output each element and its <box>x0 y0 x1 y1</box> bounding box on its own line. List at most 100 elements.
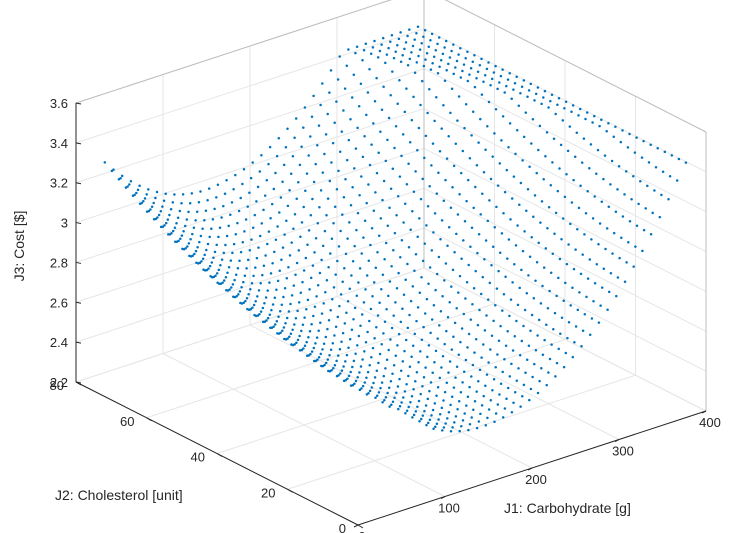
data-point <box>152 201 155 205</box>
data-point <box>579 272 583 276</box>
data-point <box>408 28 411 31</box>
data-point <box>380 43 383 46</box>
data-point <box>474 185 477 189</box>
data-point <box>269 217 272 220</box>
data-point <box>260 153 263 157</box>
data-point <box>324 133 328 136</box>
data-point <box>320 312 324 315</box>
data-point <box>539 302 543 305</box>
data-point <box>436 337 439 340</box>
data-point <box>382 374 386 378</box>
data-point <box>570 201 574 204</box>
data-point <box>550 93 554 96</box>
data-point <box>485 67 489 71</box>
data-point <box>249 288 252 291</box>
data-point <box>479 213 482 216</box>
data-point <box>163 224 166 227</box>
data-point <box>515 128 519 132</box>
data-point <box>316 221 320 225</box>
data-point <box>413 38 416 41</box>
data-point <box>546 227 549 230</box>
data-point <box>145 193 148 196</box>
data-point <box>187 242 191 245</box>
data-point <box>567 320 571 324</box>
data-point <box>438 324 441 327</box>
data-point <box>558 167 561 170</box>
data-point <box>387 46 390 50</box>
data-point <box>611 252 614 255</box>
data-point <box>154 196 157 200</box>
data-point <box>251 226 255 230</box>
data-point <box>376 314 380 317</box>
data-point <box>331 141 335 145</box>
data-point <box>462 63 466 66</box>
data-point <box>452 335 455 338</box>
data-point <box>390 326 394 330</box>
data-point <box>272 325 275 328</box>
data-point <box>641 249 644 253</box>
data-point <box>513 81 517 85</box>
data-point <box>368 319 371 323</box>
data-point <box>319 103 322 107</box>
data-point <box>602 267 606 271</box>
data-point <box>343 322 347 325</box>
data-point <box>274 171 277 175</box>
data-point <box>351 186 354 189</box>
data-point <box>443 342 446 346</box>
data-point <box>447 410 451 414</box>
data-point <box>598 222 602 225</box>
data-point <box>379 217 383 220</box>
data-point <box>230 286 233 289</box>
data-point <box>410 355 413 359</box>
data-point <box>485 373 489 376</box>
data-point <box>557 347 560 351</box>
data-point <box>487 100 491 104</box>
data-point <box>225 234 229 238</box>
data-point <box>377 361 380 365</box>
data-point <box>465 199 468 203</box>
data-point <box>503 190 507 194</box>
data-point <box>607 205 611 209</box>
data-point <box>419 417 423 421</box>
data-point <box>529 387 533 391</box>
data-point <box>311 197 314 201</box>
data-point <box>475 164 479 167</box>
data-point <box>454 415 458 418</box>
data-point <box>191 232 194 236</box>
data-point <box>225 179 228 182</box>
data-point <box>479 292 483 296</box>
data-point <box>349 204 353 207</box>
data-point <box>512 88 515 91</box>
data-point <box>342 365 345 368</box>
data-point <box>219 264 222 267</box>
data-point <box>424 404 428 407</box>
data-point <box>564 281 567 285</box>
data-point <box>455 232 458 236</box>
data-point <box>368 363 371 367</box>
data-point <box>276 279 280 283</box>
data-point <box>267 230 271 233</box>
data-point <box>544 155 547 158</box>
x-tick <box>614 439 620 442</box>
data-point <box>431 61 434 65</box>
data-point <box>300 145 303 148</box>
y-tick-label: 80 <box>50 378 64 393</box>
data-point <box>625 261 628 264</box>
data-point <box>289 302 292 306</box>
data-point <box>521 249 525 253</box>
data-point <box>522 383 526 387</box>
data-point <box>396 102 399 105</box>
data-point <box>338 150 342 153</box>
z-tick <box>75 182 82 185</box>
data-point <box>451 426 454 429</box>
data-point <box>411 416 414 419</box>
data-point <box>398 405 402 408</box>
data-point <box>493 225 497 229</box>
data-point <box>476 323 480 327</box>
data-point <box>421 259 425 263</box>
data-point <box>364 288 367 291</box>
data-point <box>545 131 549 134</box>
data-point <box>525 358 529 361</box>
data-point <box>504 344 508 347</box>
data-point <box>481 192 484 196</box>
